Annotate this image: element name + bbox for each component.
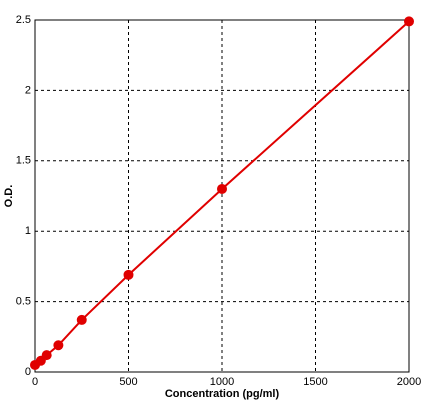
y-tick-label: 2.5: [16, 14, 31, 26]
y-tick-label: 1.5: [16, 155, 31, 167]
y-axis-label: O.D.: [3, 185, 15, 208]
data-point: [404, 16, 414, 27]
x-tick-label: 0: [32, 376, 38, 388]
y-tick-label: 0: [25, 366, 31, 378]
data-point: [123, 269, 134, 280]
y-tick-label: 0.5: [16, 296, 31, 308]
x-tick-label: 1000: [210, 376, 234, 388]
data-point: [53, 340, 64, 351]
y-tick-label: 2: [25, 84, 31, 96]
data-point: [217, 183, 227, 194]
data-point: [76, 314, 87, 325]
data-point: [41, 350, 52, 361]
x-axis-label: Concentration (pg/ml): [165, 388, 280, 400]
y-tick-label: 1: [25, 225, 31, 237]
x-tick-label: 1500: [303, 376, 327, 388]
x-tick-label: 500: [119, 376, 137, 388]
x-tick-label: 2000: [397, 376, 421, 388]
